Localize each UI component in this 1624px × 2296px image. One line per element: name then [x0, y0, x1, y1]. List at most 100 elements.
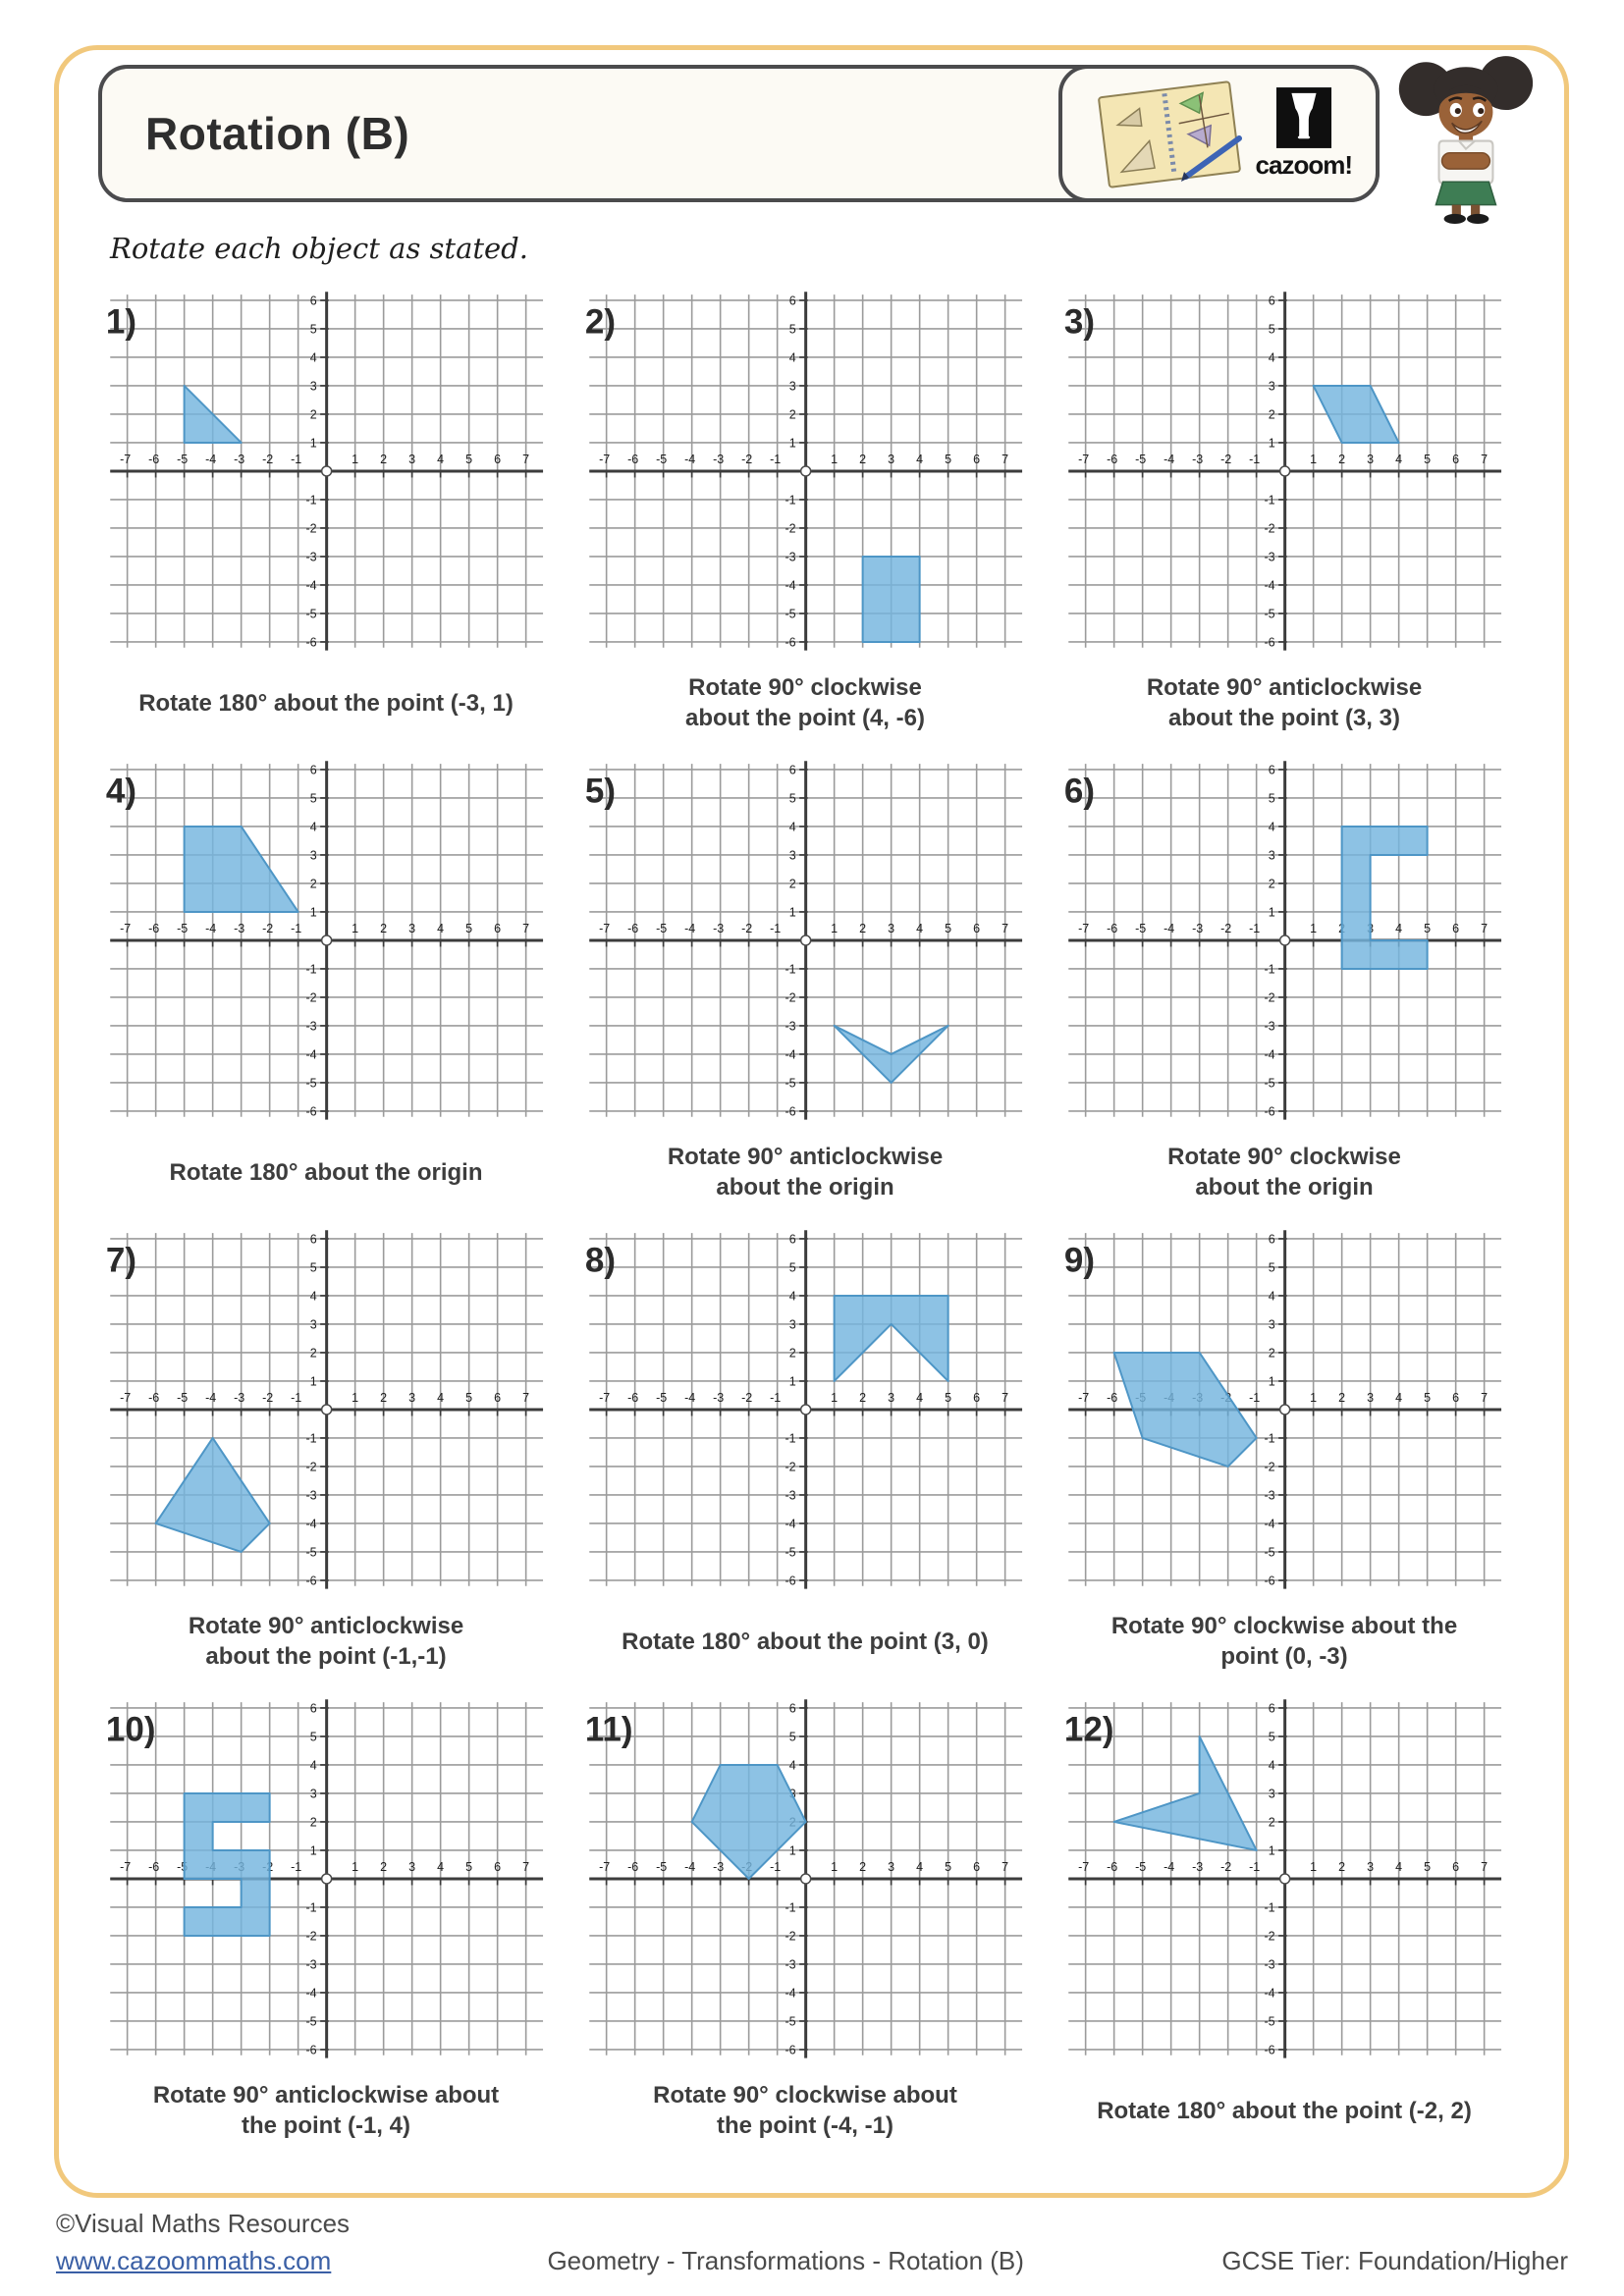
coordinate-grid: -7 -6 -5 -4 -3 -2 -1 1 2 3 4 5 6 7 6 5 4 3 2 1 -1 -2 -3 -4 -5 -6 8… — [584, 1230, 1022, 1589]
svg-text:-2: -2 — [305, 1460, 316, 1473]
problem-cell: -7-6-5-4-3-2-11234567654321-1-2-3-4-5-66… — [1045, 754, 1524, 1207]
svg-text:-2: -2 — [1264, 521, 1274, 535]
svg-text:1: 1 — [1268, 1374, 1274, 1388]
svg-text:-6: -6 — [305, 1574, 316, 1587]
page-title: Rotation (B) — [145, 108, 410, 159]
problem-caption: Rotate 180° about the point (-2, 2) — [1097, 2075, 1472, 2146]
svg-text:-3: -3 — [1192, 453, 1203, 466]
svg-text:-1: -1 — [770, 1860, 781, 1874]
svg-text:4: 4 — [916, 1391, 923, 1405]
svg-text:-5: -5 — [656, 1391, 667, 1405]
problem-caption: Rotate 90° anticlockwise about the origin — [668, 1137, 943, 1207]
svg-text:6: 6 — [1452, 1860, 1459, 1874]
svg-text:-1: -1 — [1264, 962, 1274, 976]
problem-caption-line: about the point (4, -6) — [685, 705, 925, 731]
website-link[interactable]: www.cazoommaths.com — [56, 2246, 332, 2275]
svg-text:5: 5 — [1268, 1260, 1274, 1274]
svg-text:6: 6 — [788, 1232, 795, 1246]
svg-text:2: 2 — [309, 407, 316, 421]
svg-text:-3: -3 — [305, 1019, 316, 1033]
svg-text:-6: -6 — [785, 2043, 795, 2056]
problem-caption-line: Rotate 90° clockwise — [1167, 1144, 1401, 1170]
svg-text:7: 7 — [1001, 1860, 1008, 1874]
svg-text:7: 7 — [1481, 1860, 1488, 1874]
svg-text:-4: -4 — [1264, 1047, 1274, 1061]
svg-text:4: 4 — [309, 820, 316, 833]
svg-text:6: 6 — [494, 453, 501, 466]
problem-caption: Rotate 90° clockwise about the point (4, … — [685, 667, 925, 738]
problem-number: 1) — [105, 302, 135, 341]
svg-text:-2: -2 — [785, 1460, 795, 1473]
svg-text:6: 6 — [309, 763, 316, 776]
problems-grid: -7 -6 -5 -4 -3 -2 -1 1 2 3 4 5 6 7 6 5 4 3 2 1 -1 -2 -3 -4 -5 -6 1… — [86, 285, 1524, 2146]
svg-text:-2: -2 — [262, 922, 273, 935]
svg-text:-6: -6 — [1264, 2043, 1274, 2056]
svg-text:4: 4 — [1395, 1860, 1402, 1874]
coordinate-grid: -7-6-5-4-3-2-11234567654321-1-2-3-4-5-61… — [105, 1699, 543, 2058]
worksheet-instruction: Rotate each object as stated. — [110, 232, 528, 265]
svg-text:3: 3 — [309, 379, 316, 393]
svg-text:1: 1 — [1268, 905, 1274, 919]
svg-text:-4: -4 — [785, 1517, 795, 1530]
svg-text:-5: -5 — [1264, 2014, 1274, 2028]
svg-text:-2: -2 — [305, 990, 316, 1004]
svg-text:-7: -7 — [120, 453, 131, 466]
problem-caption-line: about the point (3, 3) — [1168, 705, 1400, 731]
svg-text:6: 6 — [1452, 922, 1459, 935]
svg-text:3: 3 — [1367, 453, 1374, 466]
svg-text:6: 6 — [1268, 1701, 1274, 1715]
svg-text:3: 3 — [888, 453, 894, 466]
problem-cell: -7 -6 -5 -4 -3 -2 -1 1 2 3 4 5 6 7 6 5 4 3 2 1 -1 -2 -3 -4 -5 -6 5… — [566, 754, 1045, 1207]
svg-text:-1: -1 — [785, 962, 795, 976]
svg-text:3: 3 — [408, 1860, 415, 1874]
svg-text:-5: -5 — [1264, 1545, 1274, 1559]
svg-text:7: 7 — [1481, 1391, 1488, 1405]
svg-text:2: 2 — [380, 922, 387, 935]
svg-text:-3: -3 — [1264, 550, 1274, 563]
svg-text:7: 7 — [1481, 453, 1488, 466]
svg-text:1: 1 — [1310, 453, 1317, 466]
problem-caption: Rotate 90° anticlockwise about the point … — [153, 2075, 499, 2146]
svg-text:7: 7 — [522, 1391, 529, 1405]
svg-text:6: 6 — [1452, 1391, 1459, 1405]
problem-caption-line: the point (-1, 4) — [242, 2112, 410, 2139]
svg-text:-5: -5 — [1135, 1860, 1146, 1874]
svg-text:-7: -7 — [599, 1391, 610, 1405]
svg-text:7: 7 — [1481, 922, 1488, 935]
svg-text:4: 4 — [788, 1758, 795, 1772]
svg-text:3: 3 — [408, 922, 415, 935]
svg-text:5: 5 — [945, 453, 951, 466]
svg-text:-6: -6 — [148, 1391, 159, 1405]
svg-text:4: 4 — [916, 453, 923, 466]
svg-text:4: 4 — [309, 1758, 316, 1772]
svg-text:-4: -4 — [205, 453, 216, 466]
svg-text:7: 7 — [1001, 1391, 1008, 1405]
svg-text:-2: -2 — [305, 1929, 316, 1943]
svg-text:1: 1 — [352, 1860, 358, 1874]
svg-text:3: 3 — [888, 1860, 894, 1874]
svg-text:-6: -6 — [305, 1104, 316, 1118]
svg-text:1: 1 — [1268, 1843, 1274, 1857]
svg-text:-1: -1 — [291, 1860, 301, 1874]
svg-text:-3: -3 — [713, 453, 724, 466]
problem-caption: Rotate 180° about the point (3, 0) — [622, 1606, 989, 1677]
svg-text:-3: -3 — [1264, 1957, 1274, 1971]
coordinate-grid: -7 -6 -5 -4 -3 -2 -1 1 2 3 4 5 6 7 6 5 4 3 2 1 -1 -2 -3 -4 -5 -6 4… — [105, 761, 543, 1120]
problem-caption-line: Rotate 90° anticlockwise — [188, 1613, 464, 1639]
svg-text:5: 5 — [945, 922, 951, 935]
svg-text:-3: -3 — [234, 922, 244, 935]
svg-text:-5: -5 — [656, 1860, 667, 1874]
svg-text:-1: -1 — [770, 453, 781, 466]
svg-text:-1: -1 — [1249, 1391, 1260, 1405]
svg-text:-3: -3 — [1192, 922, 1203, 935]
svg-text:-4: -4 — [785, 1986, 795, 2000]
svg-text:3: 3 — [1268, 1787, 1274, 1800]
svg-text:-6: -6 — [785, 635, 795, 649]
svg-text:2: 2 — [309, 877, 316, 890]
coordinate-grid: -7-6-5-4-3-2-11234567654321-1-2-3-4-5-69… — [1063, 1230, 1501, 1589]
svg-text:-3: -3 — [713, 1391, 724, 1405]
svg-text:5: 5 — [309, 791, 316, 805]
problem-cell: -7 -6 -5 -4 -3 -2 -1 1 2 3 4 5 6 7 6 5 4 3 2 1 -1 -2 -3 -4 -5 -6 7… — [86, 1223, 566, 1677]
svg-text:6: 6 — [973, 453, 980, 466]
